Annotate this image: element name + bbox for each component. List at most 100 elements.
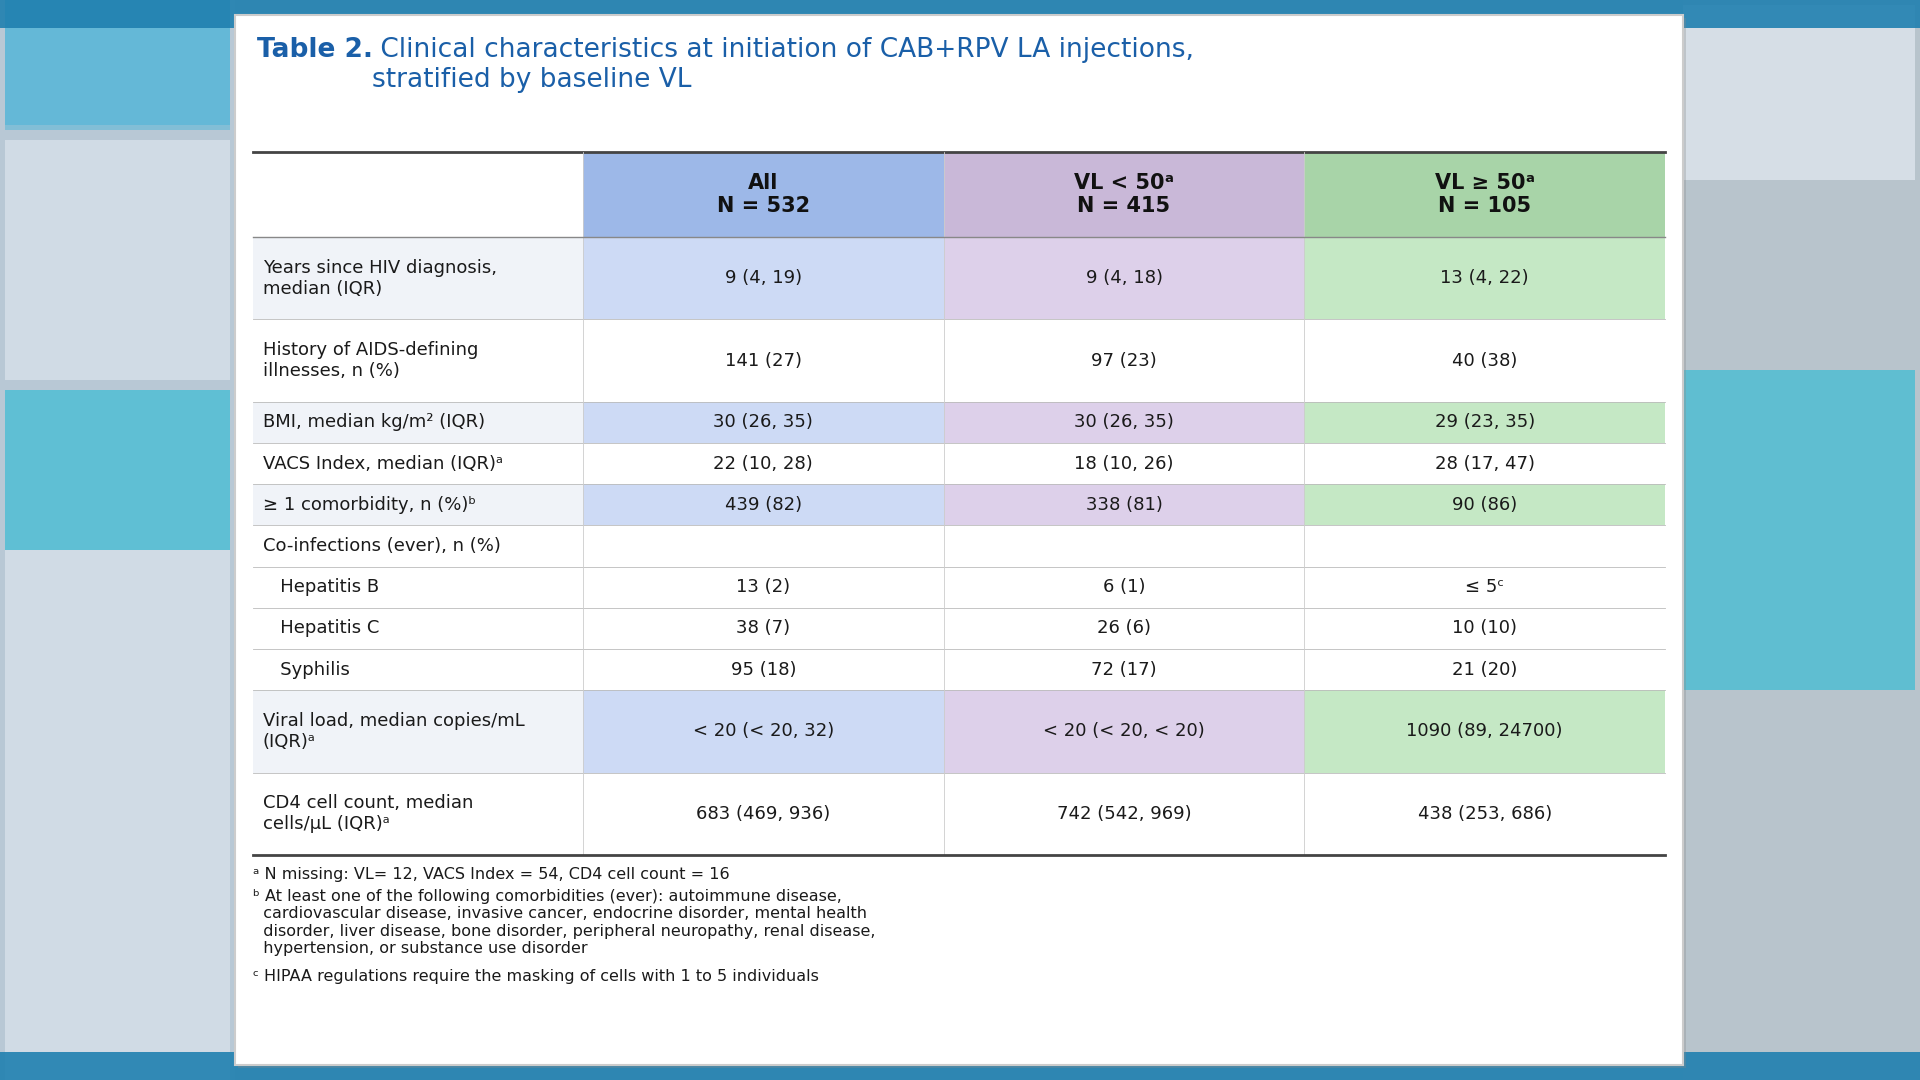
Bar <box>584 649 943 690</box>
Bar <box>253 320 584 402</box>
Bar <box>584 152 943 237</box>
Text: ᵇ At least one of the following comorbidities (ever): autoimmune disease,
  card: ᵇ At least one of the following comorbid… <box>253 889 876 956</box>
Text: 29 (23, 35): 29 (23, 35) <box>1434 414 1534 431</box>
Text: 30 (26, 35): 30 (26, 35) <box>1073 414 1173 431</box>
Bar <box>253 567 584 608</box>
Bar <box>943 525 1304 567</box>
Bar <box>253 772 584 855</box>
Bar <box>253 649 584 690</box>
Bar <box>584 320 943 402</box>
Bar <box>1304 649 1665 690</box>
Text: 338 (81): 338 (81) <box>1085 496 1162 514</box>
Text: 439 (82): 439 (82) <box>724 496 803 514</box>
Text: 9 (4, 19): 9 (4, 19) <box>724 269 803 287</box>
Text: 141 (27): 141 (27) <box>726 352 803 369</box>
Bar <box>584 608 943 649</box>
Bar <box>1304 402 1665 443</box>
Text: 21 (20): 21 (20) <box>1452 661 1517 678</box>
Bar <box>584 567 943 608</box>
Bar <box>584 402 943 443</box>
Text: 38 (7): 38 (7) <box>735 620 791 637</box>
Text: < 20 (< 20, 32): < 20 (< 20, 32) <box>693 723 833 741</box>
Text: 9 (4, 18): 9 (4, 18) <box>1085 269 1162 287</box>
Bar <box>253 690 584 772</box>
Text: VL < 50ᵃ
N = 415: VL < 50ᵃ N = 415 <box>1073 173 1173 216</box>
Text: ≤ 5ᶜ: ≤ 5ᶜ <box>1465 578 1503 596</box>
Bar <box>943 152 1304 237</box>
Text: 10 (10): 10 (10) <box>1452 620 1517 637</box>
Bar <box>584 525 943 567</box>
Bar <box>943 443 1304 484</box>
Text: 6 (1): 6 (1) <box>1102 578 1144 596</box>
Text: 90 (86): 90 (86) <box>1452 496 1517 514</box>
Text: 438 (253, 686): 438 (253, 686) <box>1417 805 1551 823</box>
Bar <box>253 402 584 443</box>
Text: Hepatitis B: Hepatitis B <box>263 578 378 596</box>
Bar <box>943 484 1304 525</box>
Bar <box>1684 370 1914 690</box>
Text: Years since HIV diagnosis,
median (IQR): Years since HIV diagnosis, median (IQR) <box>263 259 497 298</box>
Bar <box>1304 608 1665 649</box>
Bar <box>584 772 943 855</box>
Bar <box>584 690 943 772</box>
Text: 26 (6): 26 (6) <box>1096 620 1150 637</box>
Bar <box>943 690 1304 772</box>
Text: CD4 cell count, median
cells/μL (IQR)ᵃ: CD4 cell count, median cells/μL (IQR)ᵃ <box>263 795 474 833</box>
Text: All
N = 532: All N = 532 <box>716 173 810 216</box>
Bar <box>943 402 1304 443</box>
Text: < 20 (< 20, < 20): < 20 (< 20, < 20) <box>1043 723 1206 741</box>
Bar <box>6 0 230 125</box>
Text: 13 (2): 13 (2) <box>735 578 791 596</box>
Bar <box>253 152 584 237</box>
Text: Clinical characteristics at initiation of CAB+RPV LA injections,
stratified by b: Clinical characteristics at initiation o… <box>372 37 1194 93</box>
Text: 40 (38): 40 (38) <box>1452 352 1517 369</box>
Text: 97 (23): 97 (23) <box>1091 352 1158 369</box>
Text: VACS Index, median (IQR)ᵃ: VACS Index, median (IQR)ᵃ <box>263 455 503 473</box>
Text: ᵃ N missing: VL= 12, VACS Index = 54, CD4 cell count = 16: ᵃ N missing: VL= 12, VACS Index = 54, CD… <box>253 867 730 882</box>
Bar <box>0 0 1920 28</box>
Text: Syphilis: Syphilis <box>263 661 349 678</box>
Bar <box>1304 484 1665 525</box>
Bar <box>584 484 943 525</box>
Bar <box>253 237 584 320</box>
Bar <box>1304 525 1665 567</box>
Bar <box>1304 152 1665 237</box>
Text: 30 (26, 35): 30 (26, 35) <box>714 414 814 431</box>
Bar <box>943 649 1304 690</box>
Text: VL ≥ 50ᵃ
N = 105: VL ≥ 50ᵃ N = 105 <box>1434 173 1534 216</box>
Text: 18 (10, 26): 18 (10, 26) <box>1075 455 1173 473</box>
Text: 72 (17): 72 (17) <box>1091 661 1158 678</box>
Text: 742 (542, 969): 742 (542, 969) <box>1056 805 1190 823</box>
Bar <box>584 237 943 320</box>
Bar <box>253 608 584 649</box>
Text: History of AIDS-defining
illnesses, n (%): History of AIDS-defining illnesses, n (%… <box>263 341 478 380</box>
Bar <box>1304 690 1665 772</box>
Text: Hepatitis C: Hepatitis C <box>263 620 380 637</box>
Bar <box>238 18 1686 1068</box>
Bar <box>1304 237 1665 320</box>
Bar <box>943 608 1304 649</box>
Bar <box>943 320 1304 402</box>
Bar <box>1684 0 1920 1080</box>
Bar <box>0 0 234 1080</box>
Bar <box>1684 5 1914 180</box>
Bar <box>943 567 1304 608</box>
Text: Table 2.: Table 2. <box>257 37 372 63</box>
Text: 683 (469, 936): 683 (469, 936) <box>697 805 831 823</box>
Bar <box>253 525 584 567</box>
Text: ≥ 1 comorbidity, n (%)ᵇ: ≥ 1 comorbidity, n (%)ᵇ <box>263 496 476 514</box>
Bar <box>6 550 230 1080</box>
Bar <box>0 1052 1920 1080</box>
Text: 1090 (89, 24700): 1090 (89, 24700) <box>1407 723 1563 741</box>
Bar <box>1304 772 1665 855</box>
Bar <box>6 390 230 550</box>
Bar <box>253 443 584 484</box>
Text: ᶜ HIPAA regulations require the masking of cells with 1 to 5 individuals: ᶜ HIPAA regulations require the masking … <box>253 969 818 984</box>
Text: 95 (18): 95 (18) <box>732 661 797 678</box>
Bar <box>943 772 1304 855</box>
Bar <box>1304 320 1665 402</box>
Bar <box>943 237 1304 320</box>
Bar <box>1684 5 1914 180</box>
Text: BMI, median kg/m² (IQR): BMI, median kg/m² (IQR) <box>263 414 486 431</box>
Bar <box>6 140 230 380</box>
